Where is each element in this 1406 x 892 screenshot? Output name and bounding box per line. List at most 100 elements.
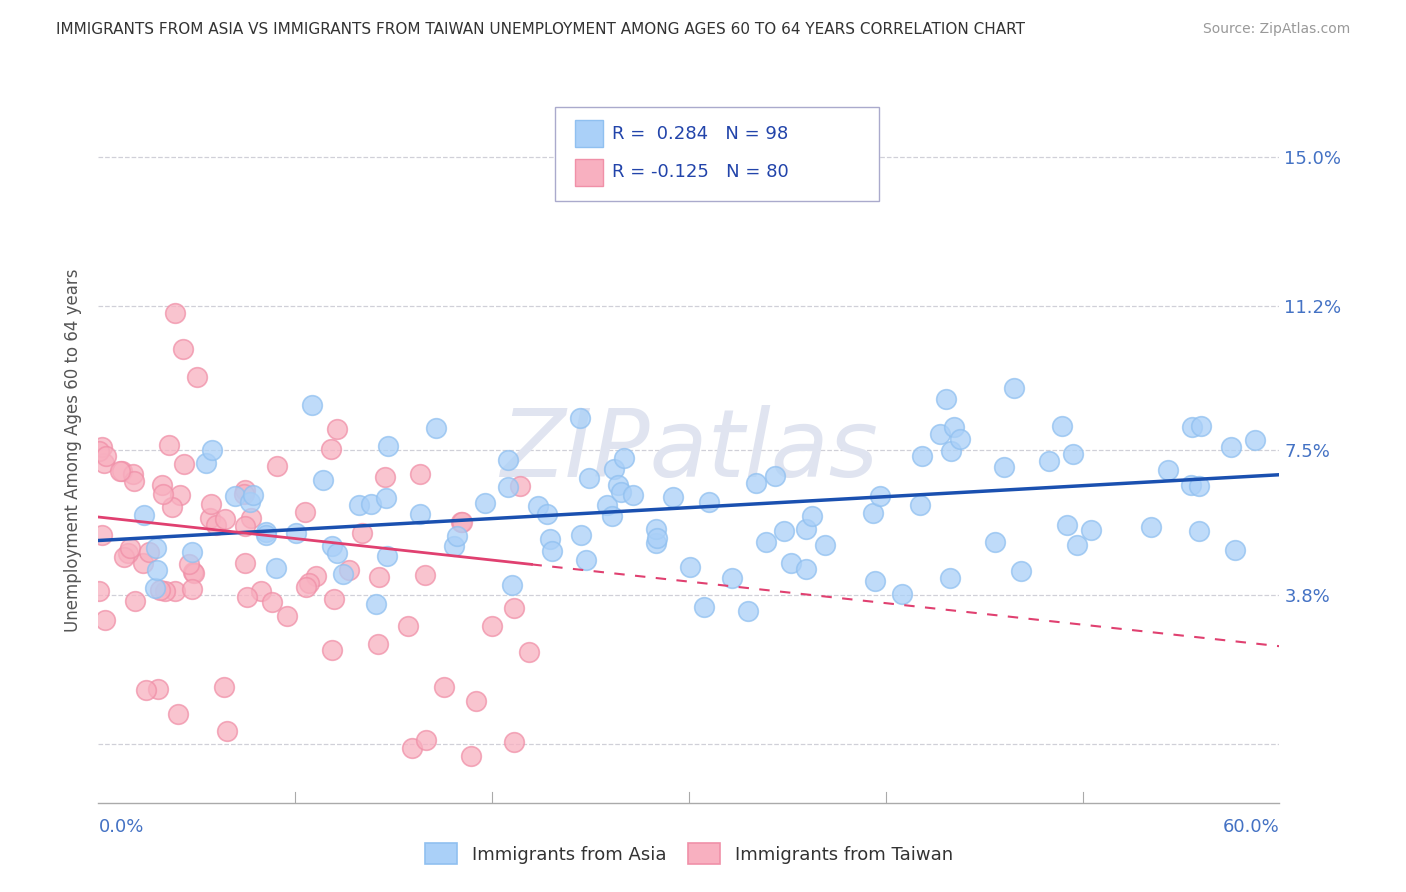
Legend: Immigrants from Asia, Immigrants from Taiwan: Immigrants from Asia, Immigrants from Ta… xyxy=(425,844,953,864)
Point xyxy=(181,544,204,558)
Point xyxy=(540,543,562,558)
Point xyxy=(374,470,396,484)
Point xyxy=(1140,519,1163,533)
Point xyxy=(1050,418,1073,433)
Point xyxy=(928,426,950,441)
Point xyxy=(425,420,447,434)
Point xyxy=(143,581,166,595)
Point xyxy=(326,421,349,435)
Point xyxy=(464,694,486,708)
Point xyxy=(169,488,191,502)
Point xyxy=(167,707,190,722)
Point xyxy=(173,457,195,471)
Point xyxy=(1189,419,1212,434)
Point xyxy=(117,546,139,560)
Point xyxy=(89,583,111,598)
Point xyxy=(368,570,391,584)
Point xyxy=(801,508,824,523)
Point xyxy=(1080,523,1102,537)
Point xyxy=(195,457,218,471)
Point xyxy=(254,524,277,539)
Point xyxy=(460,749,482,764)
Point xyxy=(773,524,796,539)
Point xyxy=(481,619,503,633)
Point xyxy=(578,471,600,485)
Point xyxy=(1056,517,1078,532)
Point xyxy=(890,587,912,601)
Point xyxy=(779,557,801,571)
Point xyxy=(443,539,465,553)
Point xyxy=(160,500,183,515)
Point xyxy=(644,536,666,550)
Point xyxy=(374,491,396,505)
Point xyxy=(155,584,177,599)
Point xyxy=(536,508,558,522)
Point xyxy=(621,488,644,502)
Point xyxy=(183,565,205,579)
Point xyxy=(863,574,886,589)
Point xyxy=(321,643,343,657)
Point xyxy=(908,499,931,513)
Point xyxy=(949,432,972,446)
Point xyxy=(796,522,818,536)
Point xyxy=(679,559,702,574)
Point xyxy=(240,511,263,525)
Point xyxy=(983,534,1005,549)
Point xyxy=(112,550,135,565)
Point xyxy=(568,411,591,425)
Point xyxy=(755,535,778,549)
Point xyxy=(94,449,117,463)
Point xyxy=(152,487,174,501)
Point xyxy=(763,468,786,483)
Point xyxy=(122,474,145,488)
Y-axis label: Unemployment Among Ages 60 to 64 years: Unemployment Among Ages 60 to 64 years xyxy=(65,268,83,632)
Point xyxy=(993,460,1015,475)
Point xyxy=(239,495,262,509)
Point xyxy=(215,723,238,738)
Point xyxy=(138,544,160,558)
Point xyxy=(186,370,208,384)
Point xyxy=(145,541,167,555)
Point xyxy=(90,528,112,542)
Point xyxy=(396,618,419,632)
Point xyxy=(301,398,323,412)
Point xyxy=(200,511,222,525)
Point xyxy=(235,591,257,605)
Point xyxy=(276,609,298,624)
Point xyxy=(401,740,423,755)
Point xyxy=(377,439,399,453)
Point xyxy=(433,681,456,695)
Point xyxy=(134,508,156,523)
Point xyxy=(135,682,157,697)
Point xyxy=(1062,447,1084,461)
Point xyxy=(266,459,288,474)
Point xyxy=(519,645,541,659)
Point xyxy=(111,464,134,478)
Point xyxy=(249,584,271,599)
Point xyxy=(939,444,962,458)
Point xyxy=(89,444,111,458)
Point xyxy=(254,528,277,542)
Point xyxy=(150,478,173,492)
Point xyxy=(450,515,472,529)
Text: ZIPatlas: ZIPatlas xyxy=(501,405,877,496)
Point xyxy=(360,497,382,511)
Point xyxy=(814,538,837,552)
Text: 60.0%: 60.0% xyxy=(1223,819,1279,837)
Point xyxy=(118,541,141,555)
Point xyxy=(503,600,526,615)
Point xyxy=(1157,463,1180,477)
Point xyxy=(205,518,228,533)
Point xyxy=(496,480,519,494)
Point xyxy=(606,478,628,492)
Point xyxy=(721,571,744,585)
Point xyxy=(451,515,474,529)
Point xyxy=(93,456,115,470)
Point xyxy=(794,562,817,576)
Point xyxy=(737,604,759,618)
Point xyxy=(298,575,321,590)
Point xyxy=(1002,381,1025,395)
Point xyxy=(172,343,194,357)
Point xyxy=(149,582,172,597)
Point xyxy=(352,525,374,540)
